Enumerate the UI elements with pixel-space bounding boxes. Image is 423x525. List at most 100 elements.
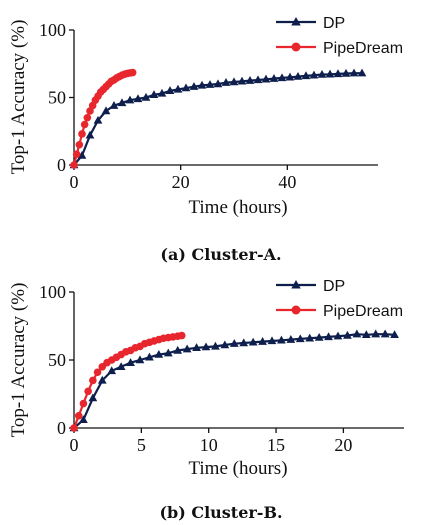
point-dp [239,338,249,347]
point-dp [77,150,87,159]
point-pipedream [83,113,92,122]
series-group [69,329,399,432]
point-dp [154,349,164,358]
point-dp [248,337,258,346]
point-dp [324,332,333,341]
point-pipedream [93,368,102,377]
caption-cluster-b: (b) Cluster-B. [159,503,282,522]
legend-label-dp: DP [323,278,345,295]
point-pipedream [128,68,137,77]
y-tick-label: 50 [48,88,66,108]
point-dp [371,329,381,338]
point-dp [357,68,367,77]
point-dp [333,331,343,340]
point-dp [333,69,343,78]
x-tick-label: 10 [200,435,218,455]
point-dp [286,335,296,343]
point-dp [361,330,371,339]
point-dp [201,342,211,351]
point-pipedream [75,140,84,149]
point-dp [245,76,255,84]
point-pipedream [78,130,86,138]
point-dp [269,74,279,82]
legend: DP PipeDream [276,278,403,320]
point-pipedream [84,387,92,396]
point-dp [165,86,175,94]
point-dp [325,69,335,78]
x-tick-label: 40 [278,172,296,192]
point-dp [261,74,271,83]
legend-label-pipedream: PipeDream [323,303,403,320]
point-pipedream [177,331,186,340]
point-dp [221,78,231,86]
legend: DP PipeDream [276,15,403,57]
point-dp [341,68,351,77]
y-tick-label: 100 [39,282,66,302]
point-dp [267,336,277,345]
point-pipedream [72,150,81,158]
legend-marker-pipedream [291,42,301,52]
point-pipedream [74,411,83,420]
y-tick-label: 0 [57,418,66,438]
point-dp [145,352,154,361]
x-axis-label: Time (hours) [188,197,287,218]
point-dp [97,375,107,384]
point-dp [390,330,399,339]
point-dp [220,340,230,349]
point-dp [79,415,88,424]
point-dp [237,76,247,85]
legend-label-dp: DP [323,15,345,32]
point-dp [135,355,145,364]
point-pipedream [70,424,78,432]
point-dp [149,90,159,99]
point-dp [107,366,117,375]
x-tick-label: 20 [172,172,190,192]
point-dp [109,101,119,109]
point-dp [88,393,98,402]
point-dp [229,339,239,347]
x-tick-label: 0 [70,172,79,192]
point-pipedream [79,399,88,408]
x-tick-label: 5 [137,435,146,455]
point-dp [314,332,324,341]
point-dp [125,95,135,104]
legend-marker-dp [291,280,301,289]
point-dp [93,115,103,124]
point-dp [126,358,135,366]
point-dp [85,130,95,139]
point-dp [277,335,286,344]
point-dp [101,106,111,115]
chart-cluster-a: Top-1 Accuracy (%) Time (hours) 0 20 40 0 50… [8,15,403,218]
y-tick-label: 0 [57,155,66,175]
point-dp [192,343,201,351]
y-tick-label: 100 [39,20,66,40]
caption-cluster-a: (a) Cluster-A. [160,245,281,264]
point-dp [181,83,191,92]
series-group [69,68,367,169]
point-dp [189,82,199,90]
series-line-dp [73,333,395,429]
x-tick-label: 0 [70,435,79,455]
point-dp [293,71,303,80]
point-pipedream [80,120,89,129]
point-dp [301,71,311,80]
x-tick-label: 20 [334,435,352,455]
point-dp [182,344,192,353]
point-dp [285,72,295,81]
y-tick-label: 50 [48,350,66,370]
point-dp [117,98,127,107]
tick-group: 0 5 10 15 20 0 50 100 [39,282,352,455]
point-dp [317,69,327,78]
tick-group: 0 20 40 0 50 100 [39,20,296,192]
point-dp [141,92,151,101]
point-dp [253,75,263,84]
point-pipedream [70,161,78,169]
point-dp [213,79,223,88]
x-tick-label: 15 [267,435,285,455]
y-axis-label: Top-1 Accuracy (%) [8,283,29,438]
point-dp [295,334,305,343]
legend-label-pipedream: PipeDream [323,40,403,57]
chart-cluster-b: Top-1 Accuracy (%) Time (hours) 0 5 10 15 20… [8,278,404,479]
point-dp [229,77,239,86]
point-dp [157,88,167,97]
